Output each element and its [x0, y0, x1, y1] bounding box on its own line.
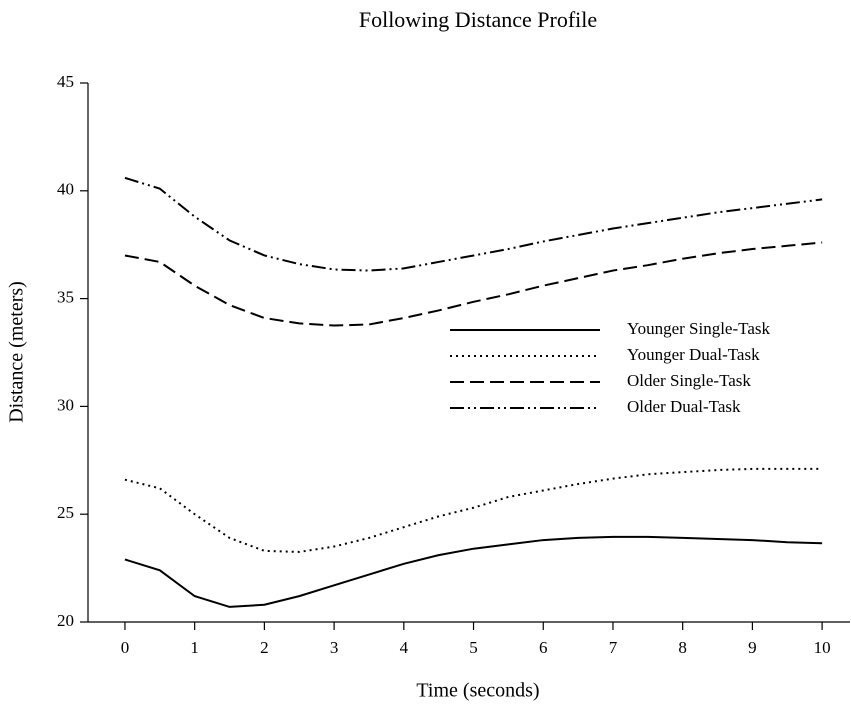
y-tick-label: 20 [57, 611, 74, 630]
y-tick-label: 40 [57, 180, 74, 199]
series-line [124, 241, 823, 327]
legend-label: Younger Single-Task [627, 319, 770, 338]
x-tick-label: 5 [469, 638, 478, 657]
y-axis-label: Distance (meters) [6, 281, 28, 423]
x-tick-label: 4 [400, 638, 409, 657]
x-tick-label: 9 [748, 638, 757, 657]
x-axis-label: Time (seconds) [416, 680, 539, 702]
legend-label: Younger Dual-Task [627, 345, 760, 364]
series-line [124, 535, 823, 608]
x-tick-label: 1 [190, 638, 199, 657]
x-tick-label: 0 [121, 638, 130, 657]
x-tick-label: 7 [609, 638, 618, 657]
x-tick-label: 2 [260, 638, 269, 657]
y-tick-label: 35 [57, 288, 74, 307]
x-tick-label: 8 [678, 638, 687, 657]
y-tick-label: 30 [57, 395, 74, 414]
legend-label: Older Dual-Task [627, 397, 741, 416]
chart-title: Following Distance Profile [359, 7, 597, 32]
y-tick-label: 25 [57, 503, 74, 522]
y-tick-label: 45 [57, 72, 74, 91]
x-tick-label: 3 [330, 638, 339, 657]
series-line [124, 176, 823, 272]
legend-label: Older Single-Task [627, 371, 751, 390]
series-line [124, 467, 823, 553]
x-tick-label: 6 [539, 638, 548, 657]
x-tick-label: 10 [814, 638, 831, 657]
